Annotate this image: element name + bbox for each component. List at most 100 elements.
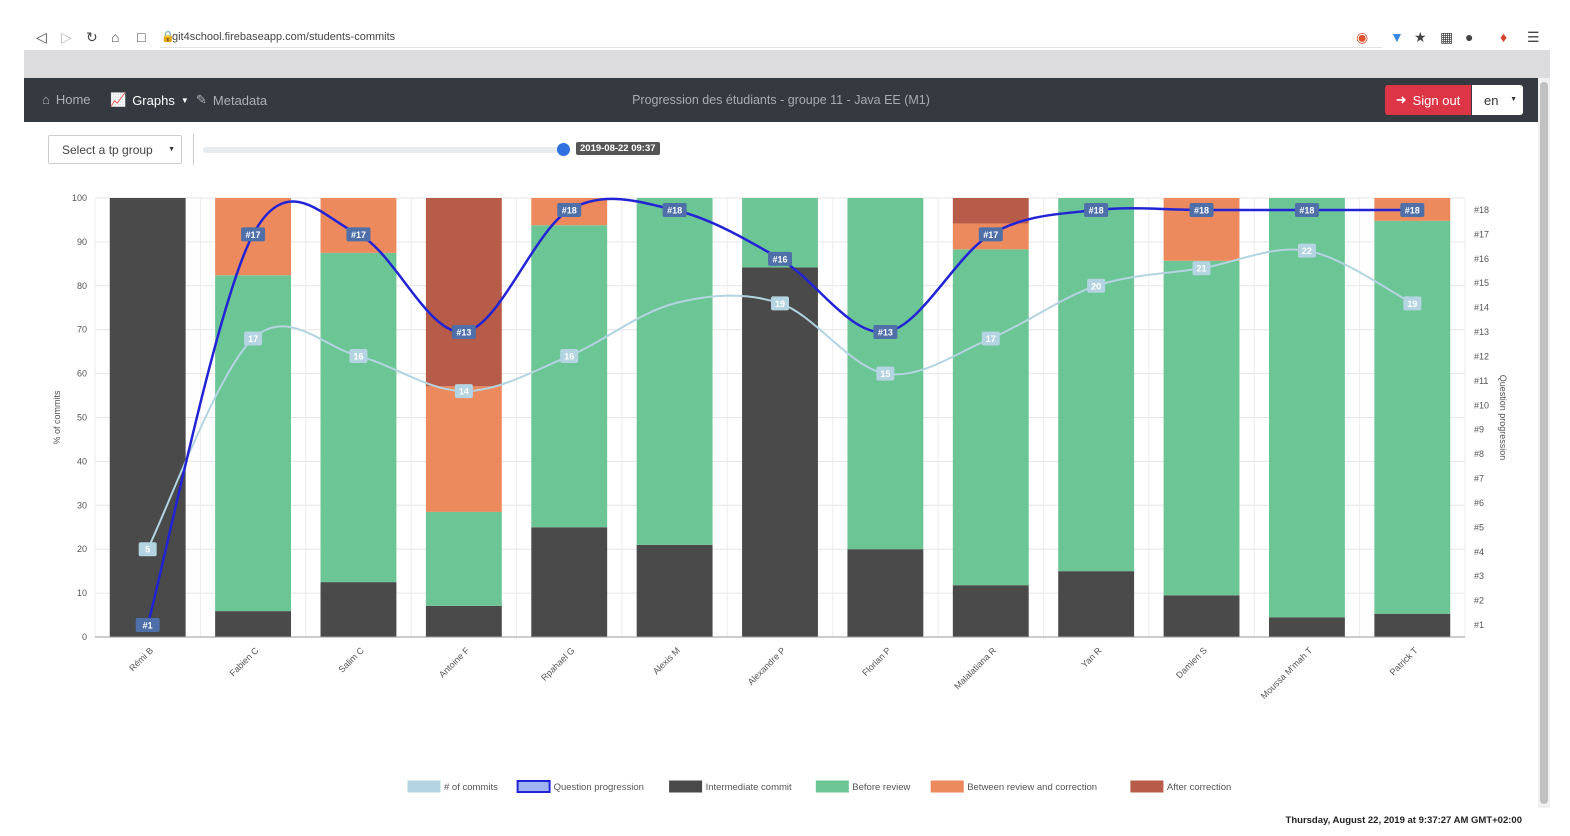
x-tick-label: Antoine F xyxy=(437,645,472,680)
tp-group-select[interactable]: Select a tp group ▼ xyxy=(48,135,182,164)
bar-segment xyxy=(1163,595,1240,637)
extension-icon[interactable]: ★ xyxy=(1414,29,1427,45)
legend-swatch xyxy=(669,780,703,793)
sign-out-button[interactable]: ➜ Sign out xyxy=(1385,85,1471,115)
bar-segment xyxy=(320,198,397,253)
scrollbar-thumb[interactable] xyxy=(1540,82,1548,804)
progression-point xyxy=(1189,203,1214,217)
nav-graphs[interactable]: 📈 Graphs ▼ xyxy=(110,92,189,108)
y2-tick-label: #17 xyxy=(1474,229,1489,239)
url-text[interactable]: git4school.firebaseapp.com/students-comm… xyxy=(172,31,396,43)
progression-data-label: #16 xyxy=(772,254,787,264)
commits-point xyxy=(771,296,789,311)
extension-icon-3[interactable]: ● xyxy=(1465,29,1474,45)
commits-point xyxy=(1087,278,1106,293)
nav-graphs-label: Graphs xyxy=(132,92,175,108)
date-slider[interactable] xyxy=(203,147,565,153)
commits-point xyxy=(1192,261,1211,276)
extension-icon-2[interactable]: ▦ xyxy=(1440,29,1454,45)
commits-point xyxy=(349,349,368,364)
y2-tick-label: #8 xyxy=(1474,449,1484,459)
commits-data-label: 19 xyxy=(775,299,785,309)
language-value: en xyxy=(1484,92,1499,108)
bookmark-icon[interactable]: □ xyxy=(137,29,146,45)
menu-icon[interactable]: ☰ xyxy=(1527,29,1540,45)
nav-metadata-label: Metadata xyxy=(212,92,268,108)
legend-label: Before review xyxy=(852,782,910,793)
bar-segment xyxy=(742,267,818,637)
bar-segment xyxy=(320,252,397,583)
x-tick-label: Moussa M'mah T xyxy=(1259,645,1315,701)
extension-icon-4[interactable]: ♦ xyxy=(1500,29,1508,45)
legend-swatch xyxy=(815,780,849,793)
address-bar[interactable] xyxy=(160,25,1382,48)
y-tick-label: 0 xyxy=(82,632,87,642)
progression-point xyxy=(768,251,792,266)
y2-tick-label: #4 xyxy=(1474,547,1484,557)
divider xyxy=(193,134,194,165)
x-tick-label: Salim C xyxy=(337,645,367,675)
reload-icon[interactable]: ↻ xyxy=(86,29,98,45)
progression-chart: 0 10 20 30 40 50 60 70 80 90 100 #1 #2 #3 #4 #5 #6 #7 #8 #9… xyxy=(52,193,1508,793)
back-icon[interactable]: ◁ xyxy=(36,29,47,45)
y2-tick-label: #2 xyxy=(1474,596,1484,606)
progression-data-label: #1 xyxy=(143,621,153,631)
commits-data-label: 17 xyxy=(986,334,996,344)
progression-point xyxy=(978,227,1003,242)
x-tick-label: Patrick T xyxy=(1388,645,1420,677)
home-icon: ⌂ xyxy=(42,92,50,107)
brave-shield-icon[interactable]: ◉ xyxy=(1356,29,1369,45)
date-slider-handle[interactable] xyxy=(557,143,570,156)
progression-point xyxy=(241,227,266,242)
nav-metadata[interactable]: ✎ Metadata xyxy=(196,92,267,108)
x-tick-label: Rémi B xyxy=(127,645,155,673)
progression-point xyxy=(557,203,582,217)
commits-data-label: 21 xyxy=(1197,264,1207,274)
progression-data-label: #17 xyxy=(351,230,366,240)
page-scrollbar[interactable] xyxy=(1538,78,1550,808)
bar-segment xyxy=(425,386,502,512)
y2-tick-label: #9 xyxy=(1474,425,1484,435)
progression-data-label: #18 xyxy=(1299,206,1314,216)
y2-tick-label: #16 xyxy=(1474,254,1489,264)
commits-data-label: 19 xyxy=(1407,299,1417,309)
filter-icon[interactable]: ▼ xyxy=(1390,29,1404,45)
bar-segment xyxy=(425,511,502,606)
home-icon[interactable]: ⌂ xyxy=(111,29,120,45)
x-tick-label: Florian P xyxy=(860,645,893,678)
y2-tick-label: #1 xyxy=(1474,620,1484,630)
progression-data-label: #18 xyxy=(1405,206,1420,216)
progression-point xyxy=(1294,203,1319,217)
nav-home[interactable]: ⌂ Home xyxy=(42,92,91,107)
commits-point xyxy=(244,331,263,346)
page-title: Progression des étudiants - groupe 11 - … xyxy=(632,93,930,107)
y-tick-label: 10 xyxy=(77,588,87,598)
commits-data-label: 5 xyxy=(145,545,150,555)
bar-segment xyxy=(215,611,292,637)
x-tick-label: Yan R xyxy=(1079,645,1104,670)
y2-tick-label: #14 xyxy=(1474,303,1489,313)
y2-axis-label: Question progression xyxy=(1498,375,1508,461)
progression-point xyxy=(135,618,160,632)
progression-point xyxy=(1084,203,1109,217)
sign-out-label: Sign out xyxy=(1412,92,1461,108)
legend-label: # of commits xyxy=(444,782,498,793)
lock-icon: 🔒 xyxy=(161,31,175,43)
bar-segment xyxy=(952,198,1029,224)
y-tick-label: 90 xyxy=(77,237,87,247)
legend-label: After correction xyxy=(1167,782,1231,793)
y2-tick-label: #11 xyxy=(1474,376,1488,386)
commits-point xyxy=(1297,243,1316,258)
y2-tick-label: #13 xyxy=(1474,327,1489,337)
forward-icon[interactable]: ▷ xyxy=(61,29,72,45)
y-tick-label: 50 xyxy=(77,413,87,423)
progression-line xyxy=(146,197,1413,626)
x-tick-label: Alexis M xyxy=(651,645,682,676)
y-tick-label: 20 xyxy=(77,544,87,554)
language-select[interactable]: en ▼ xyxy=(1472,85,1523,115)
progression-point xyxy=(451,325,476,340)
y-tick-label: 80 xyxy=(77,281,87,291)
chevron-down-icon: ▼ xyxy=(168,146,175,153)
progression-data-label: #13 xyxy=(456,328,471,338)
bar-segment xyxy=(109,198,186,637)
